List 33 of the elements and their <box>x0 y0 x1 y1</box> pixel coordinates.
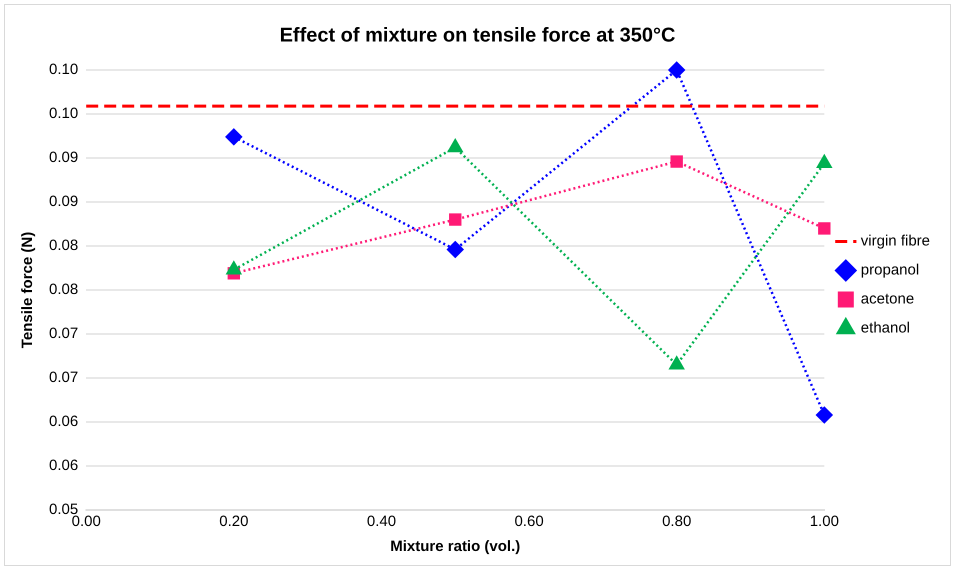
y-axis-title: Tensile force (N) <box>19 232 36 348</box>
y-tick-label: 0.09 <box>48 149 78 166</box>
x-tick-label: 1.00 <box>810 513 839 530</box>
point <box>670 155 683 168</box>
x-tick-label: 0.60 <box>514 513 544 530</box>
y-tick-label: 0.10 <box>48 105 78 122</box>
legend-label: ethanol <box>860 320 910 337</box>
y-tick-label: 0.08 <box>48 281 78 298</box>
legend-label: virgin fibre <box>860 232 930 250</box>
y-tick-label: 0.06 <box>48 457 78 474</box>
x-tick-label: 0.20 <box>219 513 248 530</box>
y-tick-label: 0.10 <box>48 61 78 78</box>
chart-title: Effect of mixture on tensile force at 350°C <box>280 24 676 47</box>
point <box>669 356 684 370</box>
point <box>449 213 462 226</box>
legend-label: acetone <box>860 290 914 308</box>
y-tick-label: 0.09 <box>48 193 78 210</box>
x-tick-label: 0.40 <box>366 513 396 530</box>
point <box>226 262 242 275</box>
legend-label: propanol <box>860 262 920 279</box>
point <box>816 155 832 168</box>
y-tick-label: 0.08 <box>48 237 78 254</box>
x-tick-label: 0.80 <box>662 513 692 530</box>
point <box>447 241 464 258</box>
point <box>226 128 242 146</box>
y-tick-label: 0.07 <box>48 369 78 386</box>
point <box>818 222 831 235</box>
y-tick-label: 0.07 <box>48 325 78 342</box>
x-axis-title: Mixture ratio (vol.) <box>390 538 520 556</box>
point <box>816 406 833 424</box>
point <box>448 139 463 152</box>
point <box>668 62 685 78</box>
y-tick-label: 0.06 <box>48 413 78 430</box>
